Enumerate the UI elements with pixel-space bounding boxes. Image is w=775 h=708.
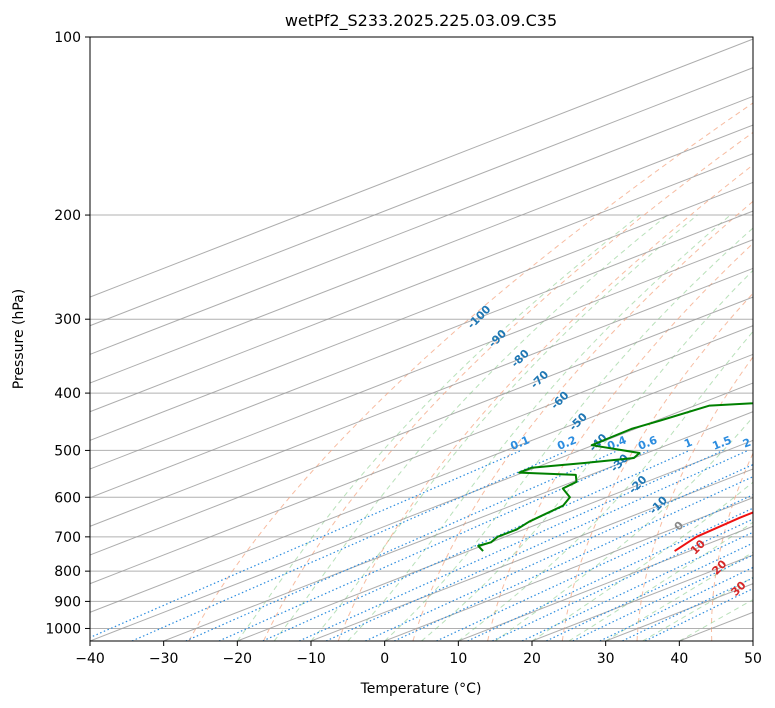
y-tick-label: 400 — [54, 386, 81, 402]
skewed-isotherms — [90, 38, 753, 641]
y-tick-label: 1000 — [45, 621, 81, 637]
mixing-ratio-line — [90, 449, 522, 639]
isotherm-label: -90 — [486, 327, 509, 350]
isotherm-line — [310, 468, 753, 641]
y-tick-label: 500 — [54, 443, 81, 459]
mixing-ratio-line — [644, 587, 753, 641]
pressure-gridlines — [90, 37, 753, 629]
isotherm-label: -100 — [465, 303, 494, 332]
dry-adiabat — [711, 452, 753, 641]
moist-adiabat — [347, 214, 731, 641]
y-tick-label: 300 — [54, 312, 81, 328]
mixing-ratio-lines — [90, 449, 753, 641]
isotherm-line — [384, 497, 753, 641]
x-axis-label: Temperature (°C) — [360, 681, 482, 697]
mixing-ratio-line — [393, 476, 753, 641]
isotherm-line — [90, 124, 753, 384]
y-tick-label: 600 — [54, 490, 81, 506]
moist-adiabat — [458, 330, 753, 641]
x-tick-label: −30 — [149, 651, 179, 667]
moist-adiabat — [494, 416, 753, 641]
isotherm-line — [90, 296, 753, 556]
dewpoint-line — [477, 402, 753, 552]
mixing-ratio-line — [325, 449, 749, 641]
isotherm-line — [237, 439, 753, 641]
moist-adiabat — [531, 481, 753, 641]
mixing-ratio-label: 2 — [741, 436, 753, 451]
mixing-ratio-line — [185, 449, 619, 641]
mixing-ratio-line — [365, 463, 753, 641]
dry-adiabat — [487, 242, 753, 641]
isotherm-line — [90, 382, 753, 641]
y-axis-ticks: 1000 900 800 700 600 500 400 300 200 100 — [45, 30, 90, 637]
mixing-ratio-line — [521, 531, 753, 641]
isotherm-line — [90, 38, 753, 298]
moist-adiabat — [421, 269, 753, 641]
x-tick-label: 20 — [523, 651, 541, 667]
mixing-ratio-label: 1 — [682, 436, 694, 451]
y-tick-label: 700 — [54, 530, 81, 546]
isotherm-line — [90, 181, 753, 441]
isotherm-line — [752, 640, 753, 641]
mixing-ratio-line — [298, 449, 724, 641]
isotherm-line — [90, 153, 753, 413]
moist-adiabat — [310, 214, 698, 641]
isotherm-line — [90, 67, 753, 327]
isotherm-label: -20 — [626, 473, 649, 496]
isotherm-line — [90, 239, 753, 499]
isotherm-label: 20 — [709, 557, 729, 577]
temperature-line — [674, 511, 753, 552]
dry-adiabat — [188, 102, 753, 641]
x-tick-label: −40 — [75, 651, 105, 667]
mixing-ratio-line — [572, 554, 753, 641]
y-tick-label: 800 — [54, 564, 81, 580]
dry-adiabat — [561, 292, 753, 641]
isotherm-label: -30 — [608, 451, 631, 474]
plot-frame — [89, 36, 754, 642]
x-axis-ticks: −40 −30 −20 −10 0 10 20 30 40 50 — [75, 641, 762, 667]
isotherm-line — [90, 325, 753, 585]
moist-adiabats — [236, 214, 753, 641]
x-tick-label: −20 — [223, 651, 253, 667]
moist-adiabat — [679, 599, 753, 641]
x-tick-label: 10 — [449, 651, 467, 667]
y-tick-label: 200 — [54, 208, 81, 224]
plot-area: -100-90-80-70-60-50-40-30-20-10010203040… — [90, 37, 769, 641]
moist-adiabat — [273, 214, 668, 641]
dry-adiabat — [636, 356, 753, 641]
x-tick-label: 40 — [670, 651, 688, 667]
isotherm-line — [90, 267, 753, 527]
isotherm-label: -70 — [528, 368, 551, 391]
dry-adiabat — [337, 164, 753, 641]
x-tick-label: −10 — [296, 651, 326, 667]
y-axis-label: Pressure (hPa) — [11, 289, 27, 389]
mixing-ratio-line — [467, 507, 753, 641]
moist-adiabat — [236, 214, 641, 641]
chart-title: wetPf2_S233.2025.225.03.09.C35 — [285, 11, 557, 31]
mixing-ratio-line — [599, 566, 753, 641]
dry-adiabat — [412, 200, 753, 641]
dry-adiabat — [263, 131, 753, 641]
profile-series — [477, 402, 753, 552]
isotherm-label: 40 — [749, 599, 769, 619]
isotherm-line — [458, 525, 753, 641]
isotherm-line — [90, 95, 753, 355]
isotherm-line — [90, 353, 753, 613]
moist-adiabat — [642, 576, 753, 641]
x-tick-label: 0 — [380, 651, 389, 667]
y-tick-label: 100 — [54, 30, 81, 46]
isotherm-label: -60 — [548, 388, 571, 411]
isotherm-line — [90, 210, 753, 470]
mixing-ratio-line — [218, 449, 650, 641]
x-tick-label: 50 — [744, 651, 762, 667]
moist-adiabat — [605, 551, 753, 641]
isotherm-label: -80 — [509, 347, 532, 370]
y-tick-label: 900 — [54, 594, 81, 610]
isotherm-line — [163, 411, 753, 641]
mixing-ratio-line — [262, 449, 690, 641]
x-tick-label: 30 — [597, 651, 615, 667]
